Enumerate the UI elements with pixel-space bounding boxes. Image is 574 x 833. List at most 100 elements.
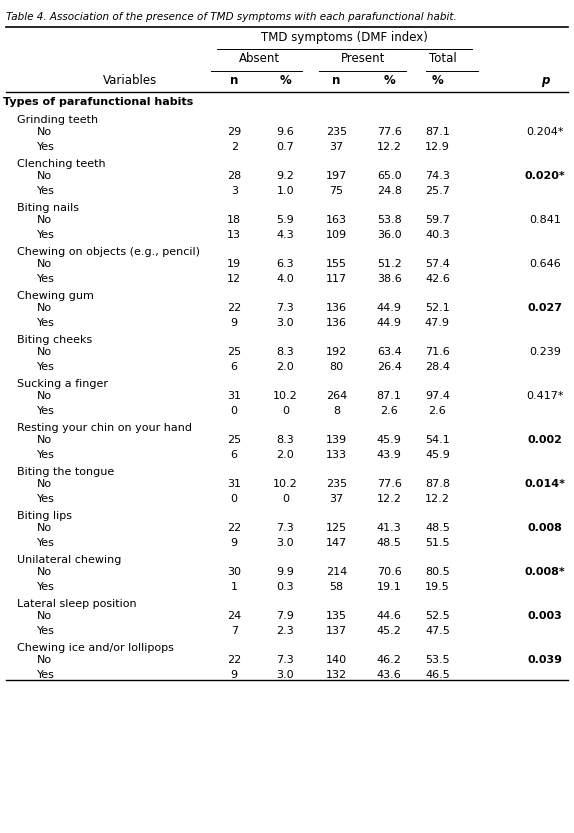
Text: 0: 0 bbox=[231, 406, 238, 416]
Text: 37: 37 bbox=[329, 494, 343, 504]
Text: 12.2: 12.2 bbox=[425, 494, 450, 504]
Text: 264: 264 bbox=[325, 392, 347, 402]
Text: 19: 19 bbox=[227, 259, 241, 269]
Text: 0.039: 0.039 bbox=[528, 656, 563, 666]
Text: 9.6: 9.6 bbox=[277, 127, 294, 137]
Text: 97.4: 97.4 bbox=[425, 392, 450, 402]
Text: Yes: Yes bbox=[37, 626, 55, 636]
Text: Yes: Yes bbox=[37, 317, 55, 327]
Text: Clenching teeth: Clenching teeth bbox=[17, 158, 106, 168]
Text: 63.4: 63.4 bbox=[377, 347, 402, 357]
Text: 0.008*: 0.008* bbox=[525, 567, 565, 577]
Text: 0: 0 bbox=[282, 406, 289, 416]
Text: 5.9: 5.9 bbox=[277, 215, 294, 225]
Text: No: No bbox=[37, 303, 52, 313]
Text: 31: 31 bbox=[227, 479, 241, 489]
Text: 12: 12 bbox=[227, 273, 241, 284]
Text: 7.3: 7.3 bbox=[277, 303, 294, 313]
Text: 48.5: 48.5 bbox=[377, 538, 402, 548]
Text: 0.3: 0.3 bbox=[277, 582, 294, 592]
Text: %: % bbox=[383, 74, 395, 87]
Text: 12.2: 12.2 bbox=[377, 142, 402, 152]
Text: 26.4: 26.4 bbox=[377, 362, 402, 372]
Text: 87.8: 87.8 bbox=[425, 479, 450, 489]
Text: Chewing gum: Chewing gum bbox=[17, 291, 94, 301]
Text: Resting your chin on your hand: Resting your chin on your hand bbox=[17, 423, 192, 433]
Text: 70.6: 70.6 bbox=[377, 567, 402, 577]
Text: Yes: Yes bbox=[37, 406, 55, 416]
Text: 53.8: 53.8 bbox=[377, 215, 402, 225]
Text: 0.008: 0.008 bbox=[528, 523, 563, 533]
Text: 41.3: 41.3 bbox=[377, 523, 402, 533]
Text: 45.9: 45.9 bbox=[377, 435, 402, 446]
Text: Biting nails: Biting nails bbox=[17, 202, 79, 212]
Text: 0.014*: 0.014* bbox=[525, 479, 566, 489]
Text: 44.9: 44.9 bbox=[377, 317, 402, 327]
Text: 48.5: 48.5 bbox=[425, 523, 450, 533]
Text: %: % bbox=[280, 74, 291, 87]
Text: 2.0: 2.0 bbox=[277, 450, 294, 460]
Text: 197: 197 bbox=[325, 171, 347, 181]
Text: 3.0: 3.0 bbox=[277, 670, 294, 680]
Text: 38.6: 38.6 bbox=[377, 273, 402, 284]
Text: Biting cheeks: Biting cheeks bbox=[17, 335, 92, 345]
Text: 136: 136 bbox=[326, 317, 347, 327]
Text: 2.0: 2.0 bbox=[277, 362, 294, 372]
Text: 8.3: 8.3 bbox=[277, 347, 294, 357]
Text: 71.6: 71.6 bbox=[425, 347, 450, 357]
Text: 2.3: 2.3 bbox=[277, 626, 294, 636]
Text: 135: 135 bbox=[326, 611, 347, 621]
Text: 12.2: 12.2 bbox=[377, 494, 402, 504]
Text: 28: 28 bbox=[227, 171, 241, 181]
Text: Yes: Yes bbox=[37, 450, 55, 460]
Text: 4.0: 4.0 bbox=[277, 273, 294, 284]
Text: No: No bbox=[37, 435, 52, 446]
Text: Yes: Yes bbox=[37, 582, 55, 592]
Text: 53.5: 53.5 bbox=[425, 656, 449, 666]
Text: 22: 22 bbox=[227, 523, 241, 533]
Text: 8: 8 bbox=[333, 406, 340, 416]
Text: 0.417*: 0.417* bbox=[526, 392, 564, 402]
Text: 31: 31 bbox=[227, 392, 241, 402]
Text: Grinding teeth: Grinding teeth bbox=[17, 115, 98, 125]
Text: 29: 29 bbox=[227, 127, 241, 137]
Text: 9: 9 bbox=[231, 538, 238, 548]
Text: 0: 0 bbox=[282, 494, 289, 504]
Text: 9: 9 bbox=[231, 317, 238, 327]
Text: 28.4: 28.4 bbox=[425, 362, 450, 372]
Text: n: n bbox=[332, 74, 340, 87]
Text: Chewing ice and/or lollipops: Chewing ice and/or lollipops bbox=[17, 643, 174, 653]
Text: 9.9: 9.9 bbox=[276, 567, 294, 577]
Text: 44.9: 44.9 bbox=[377, 303, 402, 313]
Text: Total: Total bbox=[429, 52, 457, 66]
Text: 44.6: 44.6 bbox=[377, 611, 402, 621]
Text: 1.0: 1.0 bbox=[277, 186, 294, 196]
Text: 51.5: 51.5 bbox=[425, 538, 449, 548]
Text: 12.9: 12.9 bbox=[425, 142, 450, 152]
Text: 6.3: 6.3 bbox=[277, 259, 294, 269]
Text: 87.1: 87.1 bbox=[425, 127, 450, 137]
Text: 0.239: 0.239 bbox=[529, 347, 561, 357]
Text: 52.5: 52.5 bbox=[425, 611, 450, 621]
Text: 57.4: 57.4 bbox=[425, 259, 450, 269]
Text: 137: 137 bbox=[326, 626, 347, 636]
Text: Lateral sleep position: Lateral sleep position bbox=[17, 599, 137, 609]
Text: Yes: Yes bbox=[37, 142, 55, 152]
Text: 37: 37 bbox=[329, 142, 343, 152]
Text: 25.7: 25.7 bbox=[425, 186, 450, 196]
Text: No: No bbox=[37, 392, 52, 402]
Text: 7: 7 bbox=[231, 626, 238, 636]
Text: 77.6: 77.6 bbox=[377, 479, 402, 489]
Text: Variables: Variables bbox=[103, 74, 157, 87]
Text: TMD symptoms (DMF index): TMD symptoms (DMF index) bbox=[261, 31, 428, 44]
Text: Yes: Yes bbox=[37, 494, 55, 504]
Text: 22: 22 bbox=[227, 656, 241, 666]
Text: 40.3: 40.3 bbox=[425, 230, 450, 240]
Text: 24: 24 bbox=[227, 611, 241, 621]
Text: 19.1: 19.1 bbox=[377, 582, 402, 592]
Text: 1: 1 bbox=[231, 582, 238, 592]
Text: 192: 192 bbox=[325, 347, 347, 357]
Text: 43.9: 43.9 bbox=[377, 450, 402, 460]
Text: 3.0: 3.0 bbox=[277, 538, 294, 548]
Text: 45.2: 45.2 bbox=[377, 626, 402, 636]
